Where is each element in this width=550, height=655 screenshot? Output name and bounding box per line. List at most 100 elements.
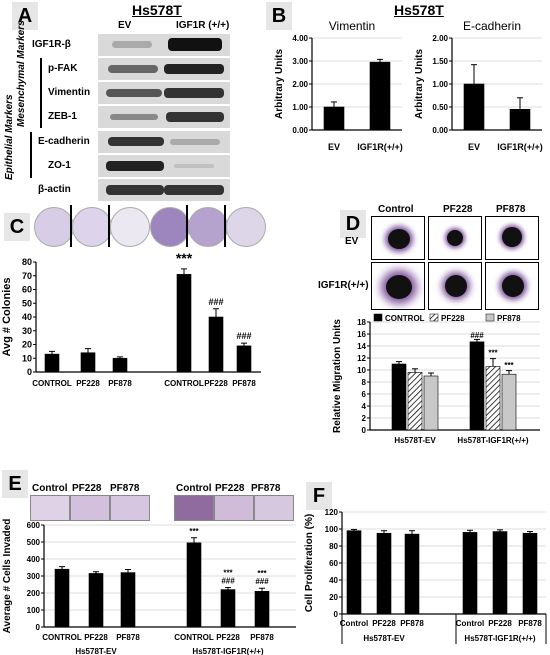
migration-row-igf1r: IGF1R(+/+) (318, 280, 369, 291)
y-tick-label: 8 (362, 378, 367, 387)
y-tick-label: 0.00 (432, 126, 448, 135)
chart-title: Vimentin (329, 19, 375, 33)
y-tick-label: 300 (27, 572, 41, 581)
lane-label-igf1r: IGF1R (+/+) (176, 20, 230, 31)
bar (369, 61, 391, 131)
migration-col-control: Control (378, 204, 414, 215)
significance-label: ### (236, 331, 251, 341)
invasion-label-1: PF228 (72, 483, 102, 494)
bar-control (469, 341, 485, 431)
panel-b-letter: B (266, 2, 292, 30)
chart-invasion: 0 100 200 300 400 500 600 Average # Cells Invad… (2, 519, 296, 655)
band-igf1r-igf (168, 38, 222, 51)
y-tick-label: 40 (22, 312, 32, 322)
mesenchymal-bracket (40, 58, 42, 128)
x-tick-label: PF878 (116, 633, 140, 642)
y-tick-label: 1.00 (292, 103, 308, 112)
group-mesenchymal: Mesenchymal Markers (16, 20, 27, 127)
chart-proliferation: 0 20 40 60 80 100 120 Cell Proliferation (%) Con… (304, 508, 547, 644)
marker-ecadherin: E-cadherin (38, 136, 90, 147)
x-tick-label: CONTROL (174, 633, 214, 642)
x-tick-label: CONTROL (164, 379, 204, 388)
x-tick-label: PF228 (204, 379, 228, 388)
significance-label: ### (470, 331, 484, 340)
epithelial-bracket (30, 132, 32, 178)
chart-ecadherin: 0.00 0.50 1.00 1.50 2.00 Arbitrary Units E-cad… (414, 19, 543, 152)
chart-migration: 0 2 4 6 8 10 12 14 16 18 Relative Migration Units C… (332, 313, 540, 445)
y-tick-label: 1.00 (432, 80, 448, 89)
invasion-label-3: Control (176, 483, 212, 494)
bar (186, 542, 202, 628)
marker-pfak: p-FAK (48, 63, 78, 74)
group-label: Hs578T-IGF1R(+/+) (176, 397, 247, 398)
y-tick-label: 200 (27, 589, 41, 598)
x-tick-label: PF228 (372, 619, 396, 628)
y-tick-label: 60 (22, 285, 32, 295)
bar (323, 106, 345, 131)
y-tick-label: 16 (357, 330, 366, 339)
y-tick-label: 2.00 (432, 34, 448, 43)
bar (120, 572, 136, 628)
invasion-label-0: Control (32, 483, 68, 494)
bar (112, 357, 128, 373)
bar (463, 83, 485, 131)
y-tick-label: 400 (27, 555, 41, 564)
y-tick-label: 30 (22, 326, 32, 336)
bar (509, 109, 531, 131)
migration-col-pf878: PF878 (496, 204, 526, 215)
invasion-label-4: PF228 (215, 483, 245, 494)
bar (492, 531, 508, 615)
legend-label: PF878 (497, 314, 521, 323)
y-tick-label: 12 (357, 354, 366, 363)
group-label: Hs578T-ZEO-EV (62, 397, 123, 398)
y-tick-label: 0 (27, 367, 32, 377)
y-tick-label: 40 (329, 576, 338, 585)
legend-label: CONTROL (385, 314, 425, 323)
x-tick-label: CONTROL (42, 633, 82, 642)
lane-label-ev: EV (118, 20, 132, 31)
significance-label: ### (221, 577, 235, 586)
chart-title: E-cadherin (463, 19, 521, 33)
bar (254, 591, 270, 628)
y-tick-label: 4.00 (292, 34, 308, 43)
y-axis-label: Arbitrary Units (274, 49, 285, 119)
x-tick-label: PF228 (84, 633, 108, 642)
panel-e-letter: E (2, 470, 28, 498)
x-tick-label: PF878 (232, 379, 256, 388)
significance-label: ### (255, 577, 269, 586)
y-axis-label: Average # Cells Invaded (2, 519, 13, 633)
x-tick-label: EV (328, 142, 340, 152)
group-label: Hs578T-IGF1R(+/+) (464, 634, 535, 643)
significance-label: ### (208, 297, 223, 307)
x-tick-label: PF878 (518, 619, 542, 628)
significance-label: *** (488, 349, 498, 358)
y-tick-label: 10 (357, 366, 366, 375)
marker-zeb1: ZEB-1 (48, 111, 77, 122)
bar (88, 573, 104, 628)
bar (54, 568, 70, 628)
bar-pf878 (423, 375, 439, 431)
bar (376, 532, 392, 615)
invasion-label-2: PF878 (110, 483, 140, 494)
x-tick-label: PF228 (488, 619, 512, 628)
x-tick-label: CONTROL (32, 379, 72, 388)
y-tick-label: 80 (22, 257, 32, 267)
legend-swatch (373, 313, 383, 322)
y-tick-label: 0.00 (292, 126, 308, 135)
x-tick-label: PF878 (250, 633, 274, 642)
migration-col-pf228: PF228 (443, 204, 473, 215)
y-axis-label: Arbitrary Units (414, 49, 425, 119)
y-tick-label: 4 (362, 402, 367, 411)
y-tick-label: 60 (329, 559, 338, 568)
bar (462, 532, 478, 615)
bar-control (391, 363, 407, 431)
marker-vimentin: Vimentin (48, 87, 91, 98)
y-tick-label: 18 (357, 318, 366, 327)
bar (346, 530, 362, 615)
y-tick-label: 6 (362, 390, 367, 399)
group-label: Hs578T-EV (75, 647, 117, 655)
x-tick-label: Control (456, 619, 484, 628)
y-tick-label: 20 (329, 593, 338, 602)
bar (236, 345, 252, 373)
bar (176, 274, 192, 373)
